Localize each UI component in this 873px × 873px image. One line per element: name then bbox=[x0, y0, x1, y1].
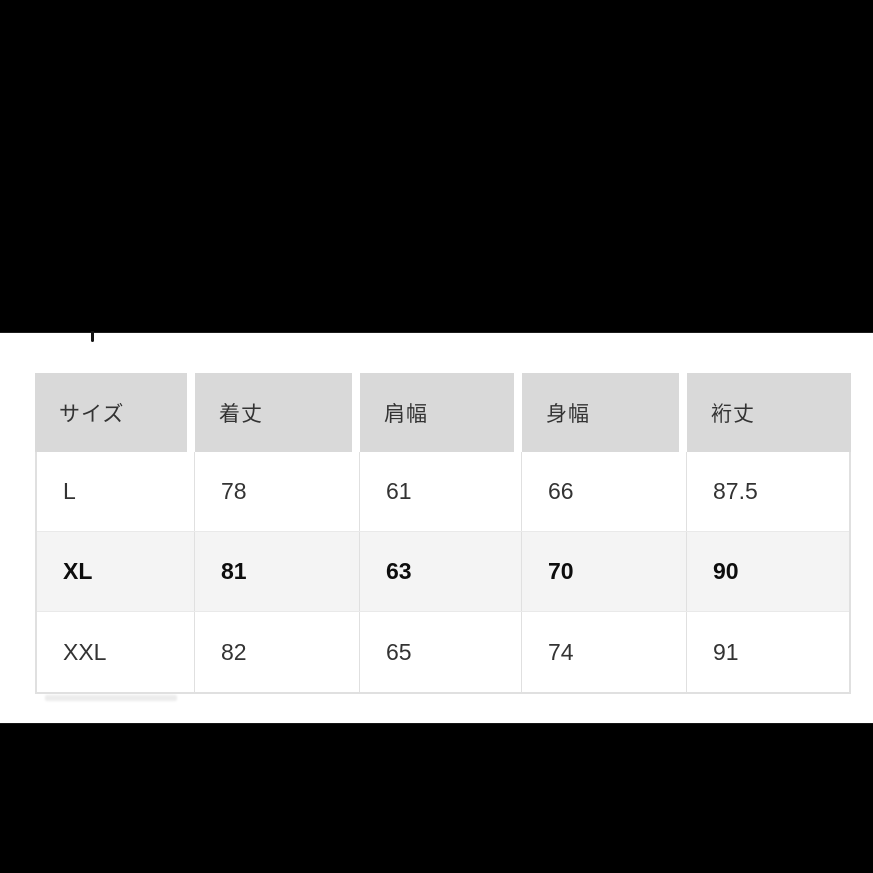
measurement-cell-shoulder-width: 65 bbox=[360, 612, 522, 692]
measurement-cell-garment-length: 81 bbox=[195, 532, 360, 611]
measurement-cell-body-width: 70 bbox=[522, 532, 687, 611]
table-body: L 78 61 66 87.5 XL bbox=[35, 452, 851, 694]
measurement-cell-shoulder-width: 63 bbox=[360, 532, 522, 611]
measurement-cell-body-width: 74 bbox=[522, 612, 687, 692]
size-cell: L bbox=[37, 452, 195, 531]
measurement-value: 66 bbox=[548, 478, 574, 504]
column-header-garment-length-label: 着丈 bbox=[219, 402, 263, 426]
top-letterbox bbox=[0, 0, 873, 333]
bottom-letterbox bbox=[0, 723, 873, 873]
cropped-text-descender bbox=[91, 331, 94, 342]
size-row-xl: XL 81 63 70 90 bbox=[37, 532, 849, 612]
measurement-value: 61 bbox=[386, 478, 412, 504]
measurement-value: 78 bbox=[221, 478, 247, 504]
measurement-value: 91 bbox=[713, 638, 739, 665]
measurement-value: 74 bbox=[548, 638, 574, 665]
column-header-body-width-label: 身幅 bbox=[546, 402, 590, 426]
column-header-garment-length: 着丈 bbox=[195, 373, 352, 452]
table-shadow-artifact bbox=[45, 695, 177, 701]
size-row-xxl: XXL 82 65 74 91 bbox=[37, 612, 849, 692]
column-header-yuki-length: 裄丈 bbox=[687, 373, 851, 452]
column-header-yuki-length-label: 裄丈 bbox=[711, 402, 755, 426]
measurement-value: 63 bbox=[386, 558, 412, 584]
measurement-cell-shoulder-width: 61 bbox=[360, 452, 522, 531]
table-header-row: サイズ 着丈 肩幅 身幅 裄丈 bbox=[35, 373, 851, 452]
column-header-shoulder-width: 肩幅 bbox=[360, 373, 514, 452]
size-row-l: L 78 61 66 87.5 bbox=[37, 452, 849, 532]
column-header-size-label: サイズ bbox=[59, 402, 125, 426]
measurement-cell-yuki-length: 87.5 bbox=[687, 452, 849, 531]
measurement-cell-garment-length: 82 bbox=[195, 612, 360, 692]
column-header-shoulder-width-label: 肩幅 bbox=[384, 402, 428, 426]
size-label: XL bbox=[63, 558, 93, 584]
measurement-value: 90 bbox=[713, 558, 739, 584]
measurement-value: 65 bbox=[386, 638, 412, 665]
size-label: XXL bbox=[63, 638, 107, 665]
measurement-cell-garment-length: 78 bbox=[195, 452, 360, 531]
measurement-value: 82 bbox=[221, 638, 247, 665]
column-header-body-width: 身幅 bbox=[522, 373, 679, 452]
size-spec-table: サイズ 着丈 肩幅 身幅 裄丈 L 78 bbox=[35, 373, 851, 694]
measurement-value: 70 bbox=[548, 558, 574, 584]
measurement-cell-yuki-length: 90 bbox=[687, 532, 849, 611]
size-cell: XXL bbox=[37, 612, 195, 692]
measurement-value: 87.5 bbox=[713, 478, 758, 504]
size-cell: XL bbox=[37, 532, 195, 611]
measurement-cell-body-width: 66 bbox=[522, 452, 687, 531]
measurement-cell-yuki-length: 91 bbox=[687, 612, 849, 692]
column-header-size: サイズ bbox=[35, 373, 187, 452]
size-label: L bbox=[63, 478, 76, 504]
measurement-value: 81 bbox=[221, 558, 247, 584]
